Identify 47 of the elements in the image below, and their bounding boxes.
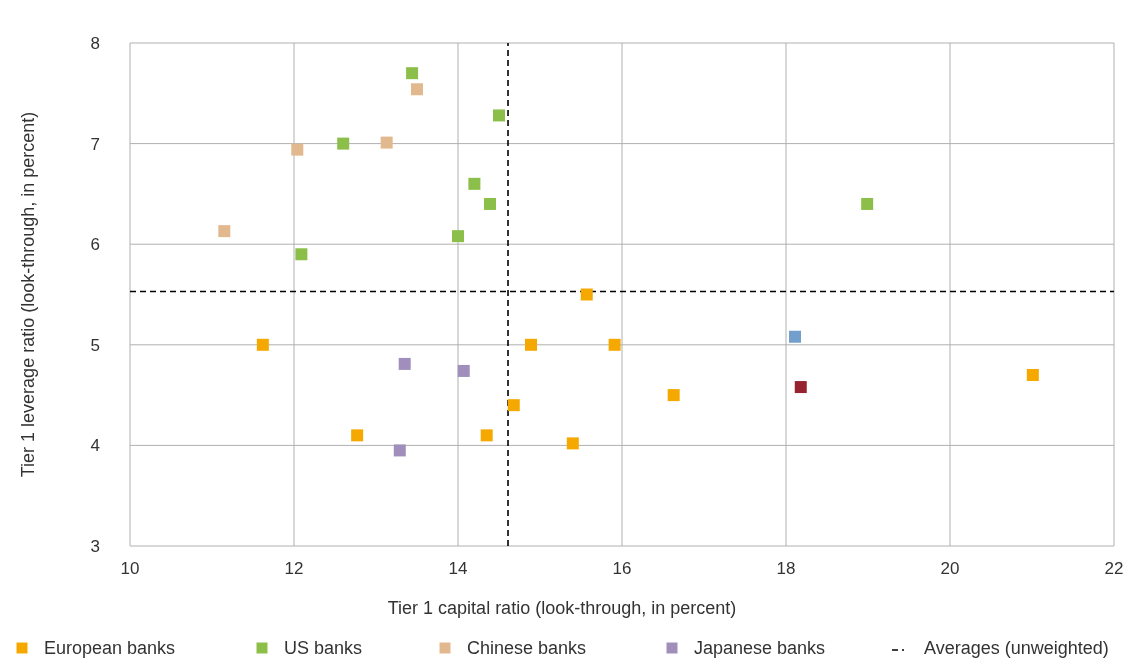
point — [608, 338, 621, 351]
y-tick-label: 3 — [90, 537, 100, 556]
x-tick-label: 18 — [776, 559, 796, 578]
point — [789, 330, 802, 343]
y-tick-label: 5 — [90, 335, 100, 355]
point — [493, 109, 505, 122]
point — [483, 197, 496, 210]
point — [380, 136, 393, 149]
point — [291, 143, 304, 156]
point — [398, 357, 411, 370]
point — [452, 230, 464, 243]
point — [337, 137, 350, 150]
point — [794, 381, 807, 394]
point — [468, 177, 481, 190]
point — [457, 364, 470, 377]
point — [351, 429, 364, 442]
point — [566, 437, 579, 450]
y-tick-label: 7 — [90, 134, 100, 154]
x-tick-label: 22 — [1104, 559, 1124, 578]
legend-label: US banks — [284, 638, 363, 658]
point — [480, 429, 493, 442]
y-tick-label: 6 — [90, 235, 100, 255]
x-tick-label: 14 — [448, 559, 468, 578]
point — [411, 83, 423, 96]
x-tick-label: 16 — [612, 559, 632, 578]
y-tick-label: 8 — [90, 34, 100, 53]
point — [507, 399, 520, 412]
y-axis-title: Tier 1 leverage ratio (look-through, in percent) — [18, 111, 38, 478]
point — [580, 288, 593, 301]
x-tick-label: 20 — [940, 559, 960, 578]
point — [218, 225, 231, 238]
point — [861, 197, 874, 210]
point — [256, 338, 269, 351]
legend-label: Averages (unweighted) — [924, 638, 1109, 658]
y-tick-label: 4 — [90, 436, 100, 456]
point — [295, 248, 308, 261]
point — [1026, 368, 1039, 381]
x-tick-label: 12 — [284, 559, 304, 578]
x-tick-label: 10 — [120, 559, 140, 578]
point — [406, 67, 419, 80]
legend-label: Chinese banks — [467, 638, 587, 658]
point — [524, 338, 537, 351]
legend-label: European banks — [44, 638, 176, 658]
legend-label: Japanese banks — [694, 638, 826, 658]
x-axis-title: Tier 1 capital ratio (look-through, in percent) — [387, 598, 737, 618]
point — [393, 444, 406, 457]
point — [667, 389, 680, 402]
